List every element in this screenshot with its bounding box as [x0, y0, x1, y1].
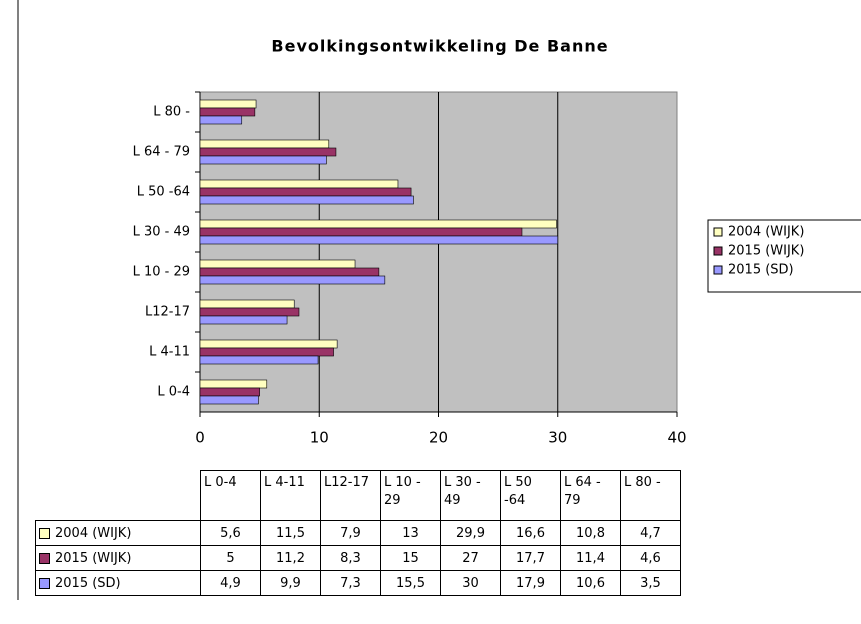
row-swatch	[39, 552, 50, 564]
legend-box	[707, 219, 861, 293]
bar	[199, 379, 268, 389]
y-tick-label: L 10 - 29	[133, 265, 190, 280]
table-row: 2004 (WIJK) 5,6 11,5 7,9 13 29,9 16,6 10,8 4,7	[35, 520, 681, 546]
bar	[199, 139, 330, 149]
bar	[199, 179, 399, 189]
y-tick-label: L 50 -64	[137, 185, 190, 200]
bar	[199, 187, 412, 197]
x-tick-label: 0	[195, 429, 205, 447]
bar	[199, 347, 334, 357]
row-swatch	[39, 577, 50, 589]
table-row: 2015 (SD) 4,9 9,9 7,3 15,5 30 17,9 10,6 3,5	[35, 570, 681, 596]
table-cell: 17,7	[500, 545, 561, 571]
y-tick-label: L 64 - 79	[133, 145, 190, 160]
table-row: 2015 (WIJK) 5 11,2 8,3 15 27 17,7 11,4 4,6	[35, 545, 681, 571]
bar	[199, 315, 288, 325]
table-cell: 8,3	[320, 545, 381, 571]
legend-label: 2015 (SD)	[728, 263, 794, 278]
bar	[199, 299, 295, 309]
legend-swatch	[713, 265, 723, 275]
table-cell: 27	[440, 545, 501, 571]
row-name: 2004 (WIJK)	[55, 525, 132, 541]
legend-label: 2015 (WIJK)	[728, 244, 804, 259]
table-header: L 0-4 L 4-11 L12-17 L 10 - 29 L 30 - 49 L 50 …	[36, 470, 681, 521]
column-header: L 10 - 29	[380, 470, 441, 521]
table-cell: 10,8	[560, 520, 621, 546]
bar	[199, 275, 386, 285]
bar	[199, 259, 356, 269]
table-cell: 29,9	[440, 520, 501, 546]
x-tick-label: 40	[667, 429, 686, 447]
table-cell: 15	[380, 545, 441, 571]
y-tick-label: L12-17	[145, 305, 190, 320]
column-header: L12-17	[320, 470, 381, 521]
y-tick-label: L 0-4	[157, 385, 190, 400]
bar	[199, 307, 300, 317]
table-cell: 7,9	[320, 520, 381, 546]
column-header: L 64 - 79	[560, 470, 621, 521]
legend-swatch	[713, 246, 723, 256]
table-cell: 5,6	[200, 520, 261, 546]
y-tick-label: L 30 - 49	[133, 225, 190, 240]
table-cell: 10,6	[560, 570, 621, 596]
x-tick-label: 30	[548, 429, 567, 447]
column-header: L 80 -	[620, 470, 681, 521]
table-cell: 13	[380, 520, 441, 546]
data-table: L 0-4 L 4-11 L12-17 L 10 - 29 L 30 - 49 L 50 …	[35, 470, 681, 596]
table-cell: 5	[200, 545, 261, 571]
table-cell: 7,3	[320, 570, 381, 596]
row-name: 2015 (WIJK)	[55, 550, 132, 566]
bar	[199, 219, 557, 229]
row-label: 2015 (WIJK)	[35, 545, 201, 571]
legend-label: 2004 (WIJK)	[728, 225, 804, 240]
table-cell: 4,7	[620, 520, 681, 546]
column-header: L 30 - 49	[440, 470, 501, 521]
table-cell: 30	[440, 570, 501, 596]
x-tick-label: 10	[310, 429, 329, 447]
bar	[199, 107, 256, 117]
bar	[199, 99, 257, 109]
x-tick-label: 20	[429, 429, 448, 447]
bar	[199, 195, 414, 205]
chart-title: Bevolkingsontwikkeling De Banne	[271, 37, 608, 56]
empty-cell	[36, 471, 201, 521]
bar	[199, 147, 337, 157]
bar	[199, 155, 327, 165]
table-cell: 17,9	[500, 570, 561, 596]
bar	[199, 395, 259, 405]
column-header: L 0-4	[200, 470, 261, 521]
row-label: 2015 (SD)	[35, 570, 201, 596]
bar	[199, 115, 243, 125]
column-header: L 50 -64	[500, 470, 561, 521]
row-name: 2015 (SD)	[55, 575, 121, 591]
column-header: L 4-11	[260, 470, 321, 521]
table-cell: 3,5	[620, 570, 681, 596]
row-label: 2004 (WIJK)	[35, 520, 201, 546]
table-cell: 11,2	[260, 545, 321, 571]
table-cell: 11,5	[260, 520, 321, 546]
bar	[199, 387, 260, 397]
bar	[199, 355, 319, 365]
row-swatch	[39, 527, 50, 539]
bar	[199, 267, 380, 277]
bar	[199, 227, 523, 237]
table-cell: 4,9	[200, 570, 261, 596]
table-cell: 11,4	[560, 545, 621, 571]
y-tick-label: L 80 -	[153, 105, 190, 120]
y-tick-label: L 4-11	[149, 345, 190, 360]
legend-swatch	[713, 227, 723, 237]
table-cell: 9,9	[260, 570, 321, 596]
table-cell: 15,5	[380, 570, 441, 596]
bar	[199, 339, 338, 349]
table-cell: 16,6	[500, 520, 561, 546]
bar	[199, 235, 559, 245]
table-cell: 4,6	[620, 545, 681, 571]
